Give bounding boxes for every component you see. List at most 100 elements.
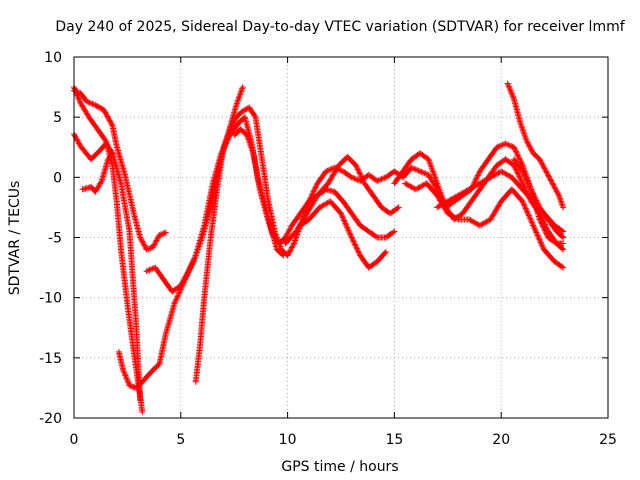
data-point: [555, 191, 562, 198]
data-point: [339, 213, 346, 220]
data-point: [505, 81, 512, 88]
data-point: [173, 295, 180, 302]
data-point: [356, 170, 363, 177]
data-point: [173, 296, 180, 303]
data-point: [184, 269, 191, 276]
data-point: [283, 231, 290, 238]
data-point: [543, 169, 550, 176]
data-point: [511, 145, 518, 152]
data-point: [357, 172, 364, 179]
series-pass-11: [391, 150, 567, 253]
data-point: [539, 161, 546, 168]
data-point: [524, 179, 531, 186]
data-point: [519, 180, 526, 187]
data-point: [523, 176, 530, 183]
data-point: [528, 219, 535, 226]
data-point: [230, 119, 237, 126]
data-point: [353, 244, 360, 251]
data-point: [515, 172, 522, 179]
data-point: [355, 248, 362, 255]
data-point: [309, 190, 316, 197]
data-point: [108, 119, 115, 126]
data-point: [521, 172, 528, 179]
series-pass-3: [71, 131, 144, 403]
data-point: [83, 98, 90, 105]
data-point: [285, 251, 292, 258]
data-point: [511, 144, 518, 151]
data-point: [520, 201, 527, 208]
data-point: [323, 168, 330, 175]
data-point: [288, 245, 295, 252]
data-point: [537, 217, 544, 224]
x-tick-label: 20: [492, 432, 510, 448]
data-point: [526, 213, 533, 220]
data-point: [179, 278, 186, 285]
data-point: [153, 237, 160, 244]
data-point: [190, 256, 197, 263]
data-point: [506, 86, 513, 93]
data-point: [351, 241, 358, 248]
data-point: [508, 89, 515, 96]
data-point: [152, 238, 159, 245]
data-point: [542, 228, 549, 235]
data-point: [527, 144, 534, 151]
data-point: [103, 110, 110, 117]
data-point: [417, 168, 424, 175]
data-point: [381, 174, 388, 181]
data-point: [381, 250, 388, 257]
data-point: [123, 373, 130, 380]
data-point: [526, 143, 533, 150]
data-points: [71, 80, 567, 415]
series-pass-12: [402, 180, 567, 271]
data-point: [408, 164, 415, 171]
y-tick-label: -10: [39, 291, 62, 307]
data-point: [282, 234, 289, 241]
data-point: [231, 116, 238, 123]
data-point: [352, 242, 359, 249]
data-point: [172, 297, 179, 304]
data-point: [513, 149, 520, 156]
data-point: [180, 277, 187, 284]
data-point: [353, 163, 360, 170]
data-point: [141, 242, 148, 249]
data-point: [339, 214, 346, 221]
data-point: [512, 147, 519, 154]
data-point: [541, 227, 548, 234]
data-point: [523, 206, 530, 213]
x-tick-label: 5: [176, 432, 185, 448]
data-point: [391, 228, 398, 235]
data-point: [102, 109, 109, 116]
data-point: [516, 156, 523, 163]
data-point: [546, 175, 553, 182]
data-point: [188, 262, 195, 269]
data-point: [187, 263, 194, 270]
data-point: [498, 142, 505, 149]
data-point: [520, 169, 527, 176]
data-point: [495, 143, 502, 150]
data-point: [75, 95, 82, 102]
data-point: [525, 180, 532, 187]
chart-title: Day 240 of 2025, Sidereal Day-to-day VTE…: [55, 19, 625, 35]
data-point: [560, 228, 567, 235]
data-point: [528, 218, 535, 225]
data-point: [374, 177, 381, 184]
data-point: [525, 211, 532, 218]
data-point: [71, 132, 78, 139]
data-point: [177, 282, 184, 289]
data-point: [539, 242, 546, 249]
data-point: [346, 228, 353, 235]
data-point: [186, 265, 193, 272]
data-point: [85, 99, 92, 106]
data-point: [350, 174, 357, 181]
y-tick-label: 0: [53, 170, 62, 186]
data-point: [540, 224, 547, 231]
y-tick-label: -5: [48, 231, 62, 247]
x-tick-label: 25: [599, 432, 617, 448]
data-point: [341, 218, 348, 225]
data-point: [537, 219, 544, 226]
data-point: [527, 215, 534, 222]
y-tick-label: -20: [39, 411, 62, 427]
data-point: [137, 235, 144, 242]
data-point: [527, 184, 534, 191]
data-point: [242, 106, 249, 113]
